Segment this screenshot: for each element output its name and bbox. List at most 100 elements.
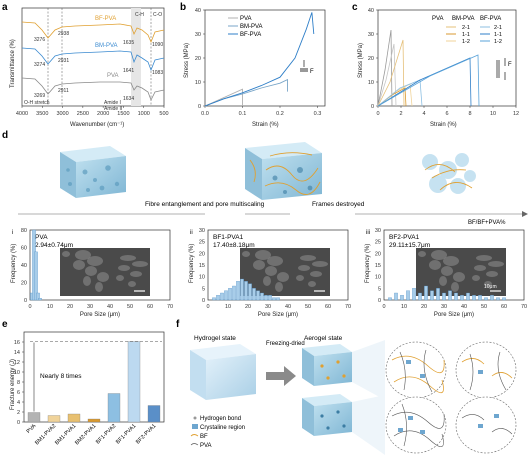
ratio-curve-bm-2-1 <box>377 39 405 107</box>
histogram-xtick: 50 <box>305 304 311 310</box>
ratio-xtick: 8 <box>468 111 471 117</box>
peak-3274: 3274 <box>34 62 45 68</box>
ratio-legend: PVA BM-PVA BF-PVA 2-1 1-1 1-2 2-1 1-1 1-… <box>432 16 502 45</box>
ratio-inset-specimen: F <box>496 58 512 80</box>
peak-1090: 1090 <box>152 42 163 48</box>
panel-b-tensile: 0 10 20 30 40 0.0 0.1 0.2 0.3 PVA BM-PVA BF-PVA… <box>184 8 326 128</box>
ratio-ytick: 20 <box>368 56 374 62</box>
ratio-ytick: 0 <box>371 104 374 110</box>
histogram-roman: i <box>12 230 13 236</box>
tensile-legend-bf-pva: BF-PVA <box>240 32 261 38</box>
histogram-bar <box>34 251 38 301</box>
histogram-xtick: 70 <box>521 304 527 310</box>
histogram-bar <box>448 290 452 301</box>
fracture-bar-bm2-pva1 <box>87 418 101 423</box>
tensile-line-pva <box>204 88 243 107</box>
histogram-ylabel: Frequency (%) <box>11 244 17 283</box>
histogram-roman: iii <box>366 230 370 236</box>
histogram-bar <box>436 288 440 301</box>
fracture-bar-bm1-pva2 <box>47 415 61 423</box>
histogram-xtick: 10 <box>401 304 407 310</box>
fracture-annotation: Nearly 8 times <box>40 373 82 380</box>
panel-c-tensile-ratios: 0 10 20 30 40 0 2 4 6 8 10 12 PVA BM-PVA BF-PVA 2-… <box>358 8 519 128</box>
panel-a-ftir: BF-PVA BM-PVA PVA 3276 2938 3274 2931 32… <box>10 7 169 128</box>
fracture-bars <box>27 341 161 423</box>
histogram-bar <box>430 290 434 301</box>
tensile-xtick: 0.3 <box>314 111 322 117</box>
ratio-xtick: 12 <box>513 111 519 117</box>
peak-1083: 1083 <box>152 70 163 76</box>
peak-2938: 2938 <box>58 31 69 37</box>
ftir-xtick: 1500 <box>117 111 129 117</box>
histogram-bar <box>260 292 264 301</box>
fracture-xlabel: BF2-PVA1 <box>135 423 157 445</box>
histogram-xtick: 10 <box>225 304 231 310</box>
ftir-x-ticks: 4000 3500 3000 2500 2000 1500 1000 500 <box>16 106 169 117</box>
peak-1634: 1634 <box>123 96 134 102</box>
ftir-axes <box>21 7 165 107</box>
ftir-xtick: 500 <box>159 111 168 117</box>
histogram-bar <box>484 297 488 301</box>
ftir-xtick: 2000 <box>97 111 109 117</box>
ratio-curve-bf-1-2 <box>377 54 480 107</box>
histogram-bar <box>460 295 464 301</box>
ratio-legend-bm-1-2: 1-2 <box>462 39 470 45</box>
mechanism-legend: Hydrogen bond Crystaline region BF PVA <box>190 416 245 449</box>
ratio-xtick: 2 <box>399 111 402 117</box>
bf-line-icon <box>190 434 199 437</box>
histogram-xtick: 60 <box>501 304 507 310</box>
network-pva-intact <box>385 396 447 454</box>
histogram-xtick: 40 <box>285 304 291 310</box>
histogram-ytick: 30 <box>199 228 205 234</box>
peak-c-h: C-H <box>135 12 144 18</box>
peak-1635: 1635 <box>123 40 134 46</box>
tensile-lines <box>204 12 315 107</box>
fracture-ytick: 0 <box>17 420 20 426</box>
panel-label-e: e <box>2 319 8 330</box>
ratio-legend-bm-2-1: 2-1 <box>462 25 470 31</box>
histogram-ytick: 40 <box>21 263 27 269</box>
panel-f-mechanism: Hydrogel state Freezing-dried Aerogel st… <box>190 335 517 455</box>
histogram-xtick: 50 <box>127 304 133 310</box>
histogram-bar <box>36 292 40 301</box>
histogram-i: i PVA2.94±0.74μm 0 20 40 60 80 0 10 20 30 40 50 60 70 P… <box>11 228 173 318</box>
fracture-x-labels: PVABM1-PVA2BM1-PVA1BM2-PVA1BF1-PVA2BF1-P… <box>26 423 158 446</box>
freeze-dry-label: Freezing-dried <box>266 341 305 347</box>
tensile-line-bm-pva <box>204 78 288 107</box>
histogram-ytick: 0 <box>378 298 381 304</box>
tensile-ytick: 0 <box>198 104 201 110</box>
fracture-bar-pva <box>27 412 41 423</box>
ftir-line-pva <box>21 77 165 101</box>
histogram-ytick: 20 <box>199 251 205 257</box>
panel-d-schematic: Fibre entanglement and pore multiscaling… <box>18 142 528 226</box>
ftir-legend-bf-pva: BF-PVA <box>95 16 116 22</box>
tensile-legend-pva: PVA <box>240 16 252 22</box>
tensile-xlabel: Strain (%) <box>252 122 279 128</box>
histogram-xtick: 30 <box>265 304 271 310</box>
histogram-bar <box>244 281 248 301</box>
ratio-legend-header-pva: PVA <box>432 16 444 22</box>
histogram-mean: 2.94±0.74μm <box>35 242 73 249</box>
pva-line-icon <box>190 443 199 446</box>
histogram-bar <box>224 290 228 301</box>
histogram-bar <box>216 295 220 301</box>
tensile-inset-f: F <box>310 69 314 75</box>
tensile-xtick: 0.0 <box>201 111 209 117</box>
freeze-dry-arrow <box>266 366 296 386</box>
panel-e-fracture: 0 2 4 6 8 10 12 14 16 Nearly 8 times PVABM1-PVA2… <box>10 331 165 446</box>
tensile-line-bf-pva <box>204 12 315 107</box>
tensile-x-ticks: 0.0 0.1 0.2 0.3 <box>201 106 321 117</box>
ftir-xtick: 4000 <box>16 111 28 117</box>
histogram-mean: 29.11±15.7μm <box>389 242 430 249</box>
histogram-xtick: 0 <box>28 304 31 310</box>
ftir-ylabel: Transmittance (%) <box>10 39 16 88</box>
histogram-bar <box>256 290 260 301</box>
histogram-bar <box>406 290 410 301</box>
fracture-ytick: 10 <box>14 370 20 376</box>
histogram-bar <box>472 295 476 301</box>
ratio-legend-bf-1-2: 1-2 <box>494 39 502 45</box>
tensile-xtick: 0.1 <box>239 111 247 117</box>
histogram-xtick: 70 <box>345 304 351 310</box>
histogram-ytick: 30 <box>375 228 381 234</box>
